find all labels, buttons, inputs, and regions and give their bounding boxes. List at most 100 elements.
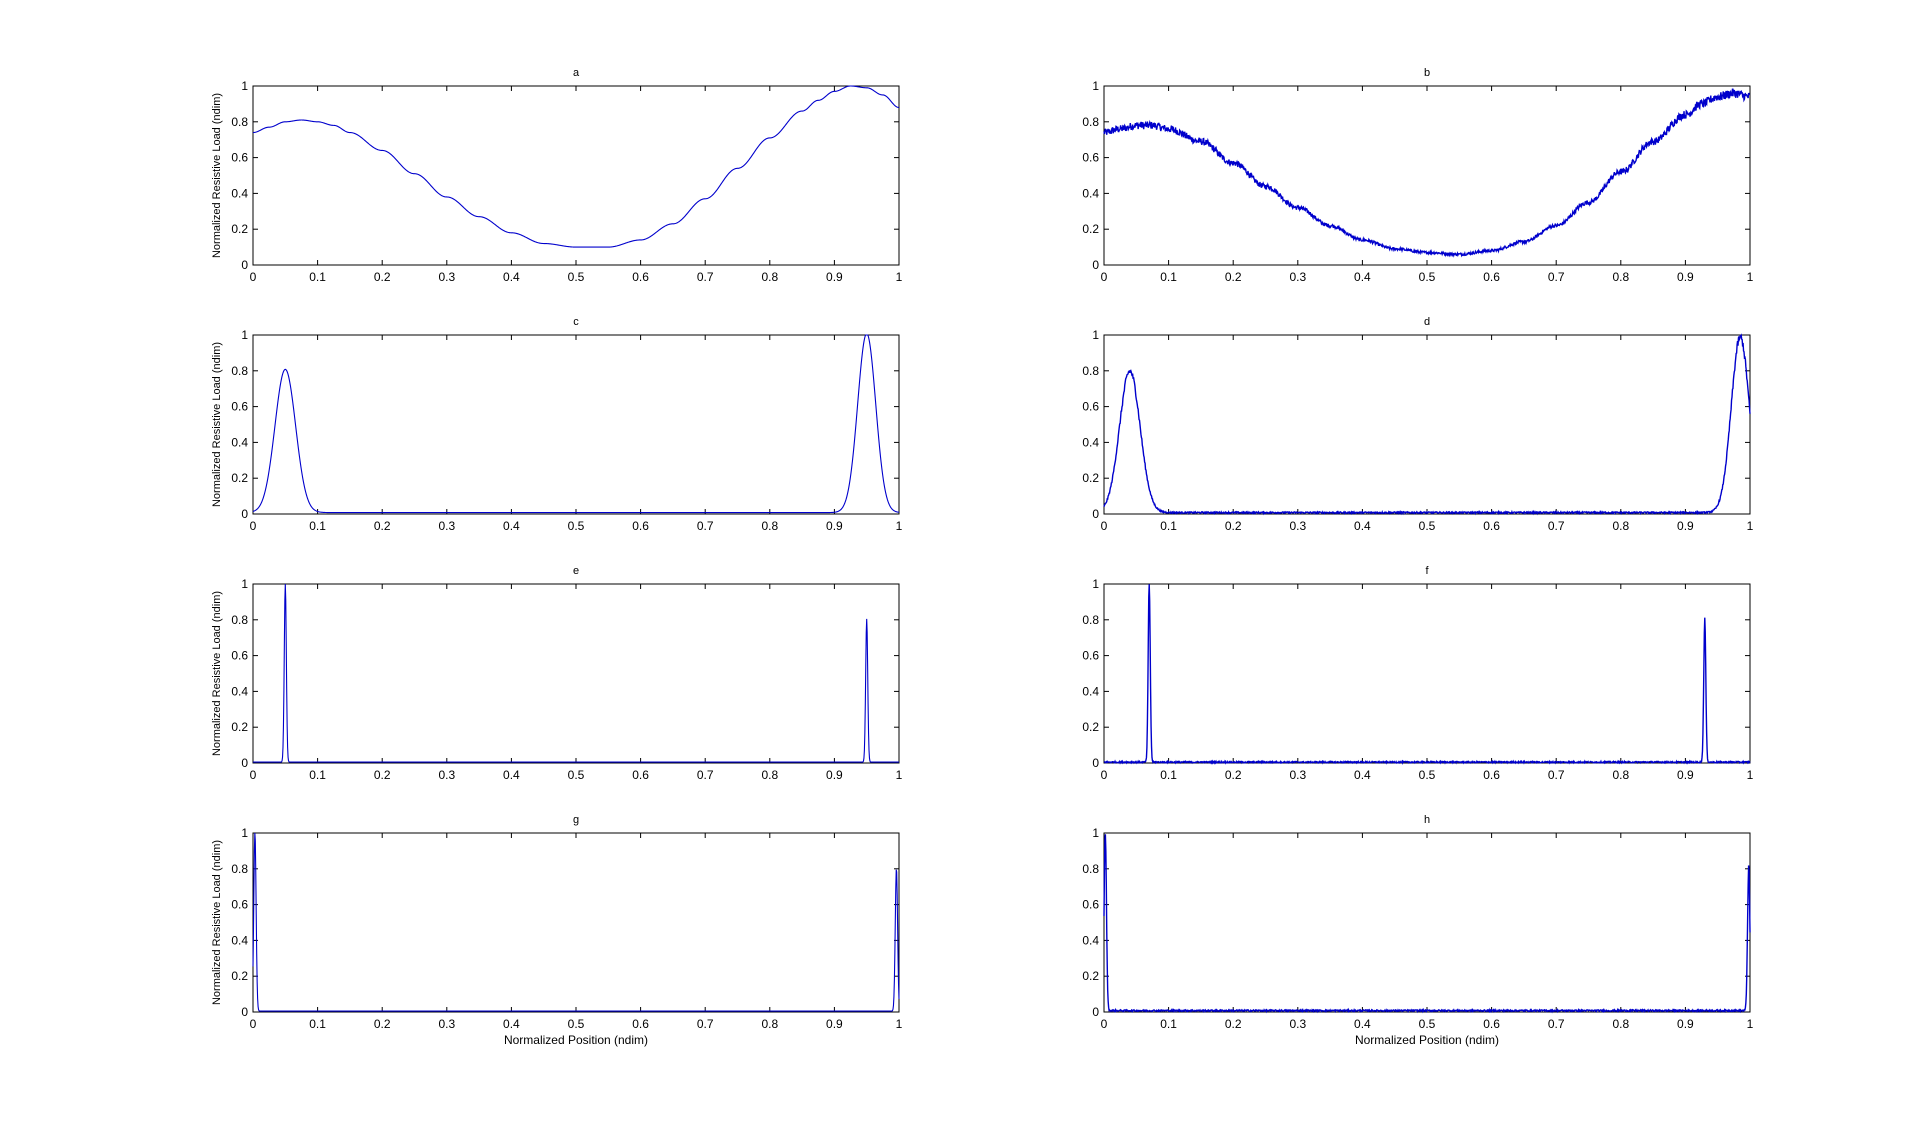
x-tick-label: 0.4 bbox=[1354, 768, 1371, 782]
x-tick-label: 0.4 bbox=[503, 270, 520, 284]
panel-title: h bbox=[1424, 814, 1430, 826]
x-tick-label: 0.3 bbox=[1289, 1017, 1306, 1031]
y-tick-label: 0.6 bbox=[1082, 649, 1099, 663]
x-tick-label: 0.5 bbox=[1419, 519, 1436, 533]
axes-frame bbox=[252, 334, 900, 515]
data-series-line bbox=[1103, 834, 1751, 1014]
x-tick-label: 0.6 bbox=[1483, 768, 1500, 782]
x-tick-label: 1 bbox=[896, 270, 903, 284]
panel-e: 0 0.1 0.2 0.3 0.4 0.5 0.6 0.7 0.8 0.9 1 0 0.2 0.4 0.6 0… bbox=[211, 565, 903, 782]
x-tick-label: 0.6 bbox=[1483, 270, 1500, 284]
x-tick-label: 0.6 bbox=[632, 519, 649, 533]
y-tick-label: 0.4 bbox=[231, 933, 248, 947]
x-tick-label: 0.1 bbox=[309, 270, 326, 284]
y-axis-label: Normalized Resistive Load (ndim) bbox=[211, 591, 223, 756]
x-tick-label: 0 bbox=[250, 519, 257, 533]
x-tick-label: 0.9 bbox=[826, 519, 843, 533]
x-tick-label: 1 bbox=[896, 1017, 903, 1031]
y-tick-label: 0.4 bbox=[231, 684, 248, 698]
x-tick-label: 0.5 bbox=[568, 768, 585, 782]
x-tick-label: 0.2 bbox=[1225, 519, 1242, 533]
x-tick-label: 0.5 bbox=[568, 1017, 585, 1031]
axes-frame bbox=[1103, 583, 1751, 764]
x-tick-label: 0.1 bbox=[1160, 270, 1177, 284]
x-tick-label: 0.7 bbox=[1548, 768, 1565, 782]
x-tick-label: 0.9 bbox=[1677, 270, 1694, 284]
y-tick-label: 0.8 bbox=[1082, 613, 1099, 627]
panel-title: c bbox=[573, 316, 579, 328]
y-tick-label: 0.8 bbox=[231, 613, 248, 627]
panel-f: 0 0.1 0.2 0.3 0.4 0.5 0.6 0.7 0.8 0.9 1 0 0.2 0.4 0.6 0… bbox=[1082, 565, 1753, 782]
data-series-line bbox=[253, 583, 899, 763]
x-tick-label: 0.9 bbox=[826, 1017, 843, 1031]
x-tick-label: 0 bbox=[1101, 519, 1108, 533]
x-tick-label: 0.8 bbox=[1612, 1017, 1629, 1031]
y-tick-label: 0.6 bbox=[231, 151, 248, 165]
x-tick-label: 0.6 bbox=[632, 270, 649, 284]
x-tick-label: 0.7 bbox=[697, 1017, 714, 1031]
x-tick-label: 0.5 bbox=[1419, 270, 1436, 284]
data-series-line bbox=[252, 832, 900, 1012]
panel-d: 0 0.1 0.2 0.3 0.4 0.5 0.6 0.7 0.8 0.9 1 0 0.2 0.4 0.6 0… bbox=[1082, 316, 1753, 533]
y-tick-label: 1 bbox=[241, 328, 248, 342]
x-tick-label: 0.3 bbox=[1289, 519, 1306, 533]
y-tick-label: 0.6 bbox=[1082, 898, 1099, 912]
y-tick-label: 0 bbox=[1092, 756, 1099, 770]
x-tick-label: 0.6 bbox=[1483, 519, 1500, 533]
y-tick-label: 0.6 bbox=[231, 400, 248, 414]
axes-frame bbox=[1103, 334, 1751, 515]
x-axis-label: Normalized Position (ndim) bbox=[504, 1033, 648, 1047]
panel-a: 0 0.1 0.2 0.3 0.4 0.5 0.6 0.7 0.8 0.9 1 0 0.2 0.4 0.6 0… bbox=[211, 67, 903, 284]
x-tick-label: 0.4 bbox=[1354, 519, 1371, 533]
y-tick-label: 0.4 bbox=[231, 186, 248, 200]
x-tick-label: 0.3 bbox=[438, 1017, 455, 1031]
y-axis-label: Normalized Resistive Load (ndim) bbox=[211, 93, 223, 258]
y-tick-label: 0.2 bbox=[231, 969, 248, 983]
data-series-line bbox=[252, 334, 900, 514]
x-tick-label: 0.6 bbox=[632, 768, 649, 782]
panel-title: d bbox=[1424, 316, 1430, 328]
y-tick-label: 1 bbox=[241, 577, 248, 591]
y-tick-label: 0.6 bbox=[1082, 151, 1099, 165]
x-tick-label: 0 bbox=[250, 768, 257, 782]
y-tick-label: 0.8 bbox=[231, 364, 248, 378]
y-tick-label: 0.4 bbox=[1082, 435, 1099, 449]
y-tick-label: 0 bbox=[241, 507, 248, 521]
y-tick-label: 0 bbox=[241, 258, 248, 272]
x-tick-label: 0.1 bbox=[1160, 1017, 1177, 1031]
x-tick-label: 0.5 bbox=[568, 270, 585, 284]
y-tick-label: 0.8 bbox=[231, 115, 248, 129]
x-tick-label: 0.4 bbox=[1354, 270, 1371, 284]
x-tick-label: 0.8 bbox=[761, 1017, 778, 1031]
x-tick-label: 0.1 bbox=[309, 768, 326, 782]
y-tick-label: 0.8 bbox=[1082, 115, 1099, 129]
y-tick-label: 0 bbox=[1092, 1005, 1099, 1019]
x-tick-label: 0.6 bbox=[632, 1017, 649, 1031]
x-tick-label: 0.8 bbox=[1612, 519, 1629, 533]
x-tick-label: 0.4 bbox=[1354, 1017, 1371, 1031]
y-tick-label: 0.2 bbox=[1082, 969, 1099, 983]
y-tick-label: 0.2 bbox=[231, 471, 248, 485]
panel-g: 0 0.1 0.2 0.3 0.4 0.5 0.6 0.7 0.8 0.9 1 0 0.2 0.4 0.6 0… bbox=[211, 814, 903, 1047]
x-tick-label: 1 bbox=[1747, 519, 1754, 533]
x-tick-label: 0.9 bbox=[1677, 768, 1694, 782]
x-tick-label: 0.4 bbox=[503, 768, 520, 782]
x-tick-label: 0.2 bbox=[1225, 768, 1242, 782]
y-tick-label: 0.6 bbox=[231, 898, 248, 912]
x-tick-label: 1 bbox=[896, 768, 903, 782]
x-tick-label: 0.5 bbox=[1419, 1017, 1436, 1031]
data-series-line bbox=[1103, 584, 1751, 765]
x-tick-label: 0.9 bbox=[826, 270, 843, 284]
x-tick-label: 0.6 bbox=[1483, 1017, 1500, 1031]
x-tick-label: 0.8 bbox=[761, 270, 778, 284]
x-tick-label: 0.1 bbox=[1160, 519, 1177, 533]
y-tick-label: 0.6 bbox=[1082, 400, 1099, 414]
y-tick-label: 0 bbox=[241, 756, 248, 770]
y-tick-label: 0.4 bbox=[1082, 684, 1099, 698]
x-tick-label: 0.2 bbox=[374, 1017, 391, 1031]
x-tick-label: 0.3 bbox=[1289, 768, 1306, 782]
x-tick-label: 0.2 bbox=[1225, 1017, 1242, 1031]
y-axis-label: Normalized Resistive Load (ndim) bbox=[211, 342, 223, 507]
x-tick-label: 0 bbox=[250, 270, 257, 284]
x-tick-label: 1 bbox=[1747, 768, 1754, 782]
